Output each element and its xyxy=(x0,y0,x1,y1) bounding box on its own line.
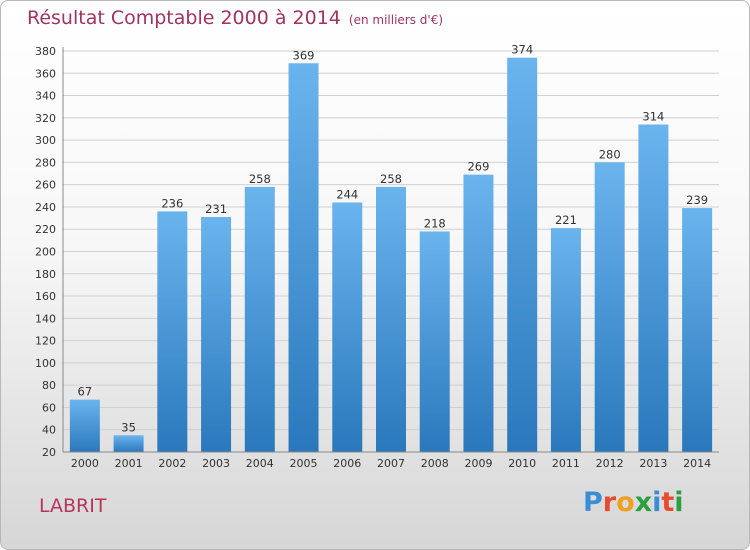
logo-letter: x xyxy=(634,487,653,518)
x-tick-label: 2002 xyxy=(158,457,186,470)
x-tick-label: 2000 xyxy=(71,457,99,470)
bar-2003 xyxy=(201,216,232,452)
y-tick-label: 280 xyxy=(35,156,56,169)
y-tick-label: 120 xyxy=(35,335,56,348)
bar-2000 xyxy=(69,399,100,452)
x-tick-label: 2007 xyxy=(377,457,405,470)
x-tick-label: 2003 xyxy=(202,457,230,470)
chart-title-text: Résultat Comptable 2000 à 2014 xyxy=(27,7,341,29)
logo-letter: P xyxy=(583,487,603,518)
bar-2010 xyxy=(507,57,538,452)
logo-letter: i xyxy=(652,487,662,518)
chart-unit-note: (en milliers d'€) xyxy=(348,13,444,27)
x-tick-label: 2001 xyxy=(115,457,143,470)
y-tick-label: 260 xyxy=(35,179,56,192)
data-label: 236 xyxy=(161,196,183,210)
logo-letter: o xyxy=(616,487,635,518)
data-label: 280 xyxy=(599,147,621,161)
bar-2004 xyxy=(244,186,275,452)
x-tick-label: 2013 xyxy=(639,457,667,470)
data-label: 239 xyxy=(686,193,708,207)
y-tick-label: 200 xyxy=(35,246,56,259)
chart-title: Résultat Comptable 2000 à 2014 (en millie… xyxy=(27,7,443,29)
bar-2012 xyxy=(594,162,625,452)
x-tick-label: 2009 xyxy=(464,457,492,470)
data-label: 258 xyxy=(380,172,402,186)
data-label: 369 xyxy=(293,48,315,62)
data-label: 231 xyxy=(205,202,227,216)
y-tick-label: 20 xyxy=(42,446,56,459)
data-label: 221 xyxy=(555,213,577,227)
data-label: 269 xyxy=(467,160,489,174)
data-label: 67 xyxy=(78,385,93,399)
bar-2002 xyxy=(157,211,188,452)
bar-2001 xyxy=(113,435,144,452)
y-tick-label: 220 xyxy=(35,223,56,236)
data-label: 374 xyxy=(511,43,533,57)
bar-2013 xyxy=(638,124,669,453)
y-tick-label: 100 xyxy=(35,357,56,370)
data-label: 258 xyxy=(249,172,271,186)
bar-2008 xyxy=(419,231,450,452)
x-tick-label: 2004 xyxy=(246,457,274,470)
bar-2011 xyxy=(550,228,581,452)
bar-2014 xyxy=(682,208,713,452)
x-tick-label: 2010 xyxy=(508,457,536,470)
x-tick-label: 2012 xyxy=(596,457,624,470)
data-label: 218 xyxy=(424,216,446,230)
data-label: 314 xyxy=(642,110,664,124)
y-tick-label: 140 xyxy=(35,312,56,325)
y-tick-label: 340 xyxy=(35,90,56,103)
logo-letter: i xyxy=(674,487,684,518)
y-tick-label: 60 xyxy=(42,401,56,414)
bar-2005 xyxy=(288,63,319,452)
bar-2007 xyxy=(376,186,406,452)
y-tick-label: 300 xyxy=(35,134,56,147)
proxiti-logo: Proxiti xyxy=(583,487,684,518)
y-tick-label: 180 xyxy=(35,268,56,281)
place-name: LABRIT xyxy=(39,495,107,517)
logo-letter: t xyxy=(661,487,675,518)
x-tick-label: 2006 xyxy=(333,457,361,470)
y-tick-label: 80 xyxy=(42,379,56,392)
x-tick-label: 2005 xyxy=(290,457,318,470)
y-tick-label: 320 xyxy=(35,112,56,125)
bar-2006 xyxy=(332,202,363,452)
data-label: 244 xyxy=(336,187,358,201)
y-tick-label: 360 xyxy=(35,67,56,80)
x-tick-label: 2014 xyxy=(683,457,711,470)
data-label: 35 xyxy=(121,420,136,434)
y-tick-label: 380 xyxy=(35,45,56,58)
y-tick-label: 240 xyxy=(35,201,56,214)
bar-2009 xyxy=(463,174,494,452)
x-tick-label: 2008 xyxy=(421,457,449,470)
x-tick-label: 2011 xyxy=(552,457,580,470)
y-tick-label: 160 xyxy=(35,290,56,303)
y-tick-label: 40 xyxy=(42,424,56,437)
logo-letter: r xyxy=(602,487,617,518)
